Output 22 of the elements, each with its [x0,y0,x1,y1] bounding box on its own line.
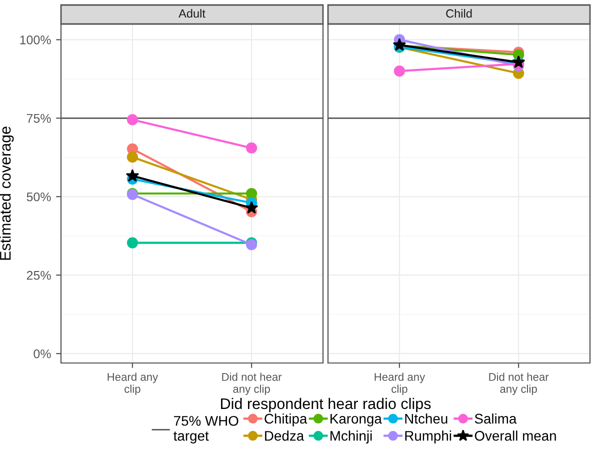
x-tick-label: Heard any clip [374,372,426,396]
y-tick-label: 0% [34,349,51,358]
legend-label: 75% WHO target [174,416,238,444]
y-tick-label: 75% [26,114,51,123]
y-tick-label: 25% [26,270,51,280]
legend-label: Chitipa [264,413,308,426]
legend-label: Mchinji [330,430,372,444]
chart-title: Adult [178,9,206,18]
legend-label: Ntcheu [405,413,448,424]
legend-label: Rumphi [405,430,452,444]
x-tick-label: Heard any clip [108,372,158,396]
x-axis-title: Did respondent hear radio clips [221,398,431,412]
legend-label: Salima [474,413,517,424]
legend-label: Dedza [265,430,304,441]
chart-title: Child [446,9,472,18]
x-tick-label: Did not hear any clip [222,372,282,396]
y-tick-label: 100% [20,35,51,44]
y-axis-title: Estimated coverage [0,126,14,260]
x-tick-label: Did not hear any clip [489,372,549,396]
y-tick-label: 50% [26,192,51,202]
legend-label: Overall mean [474,430,556,441]
legend-label: Karonga [330,414,382,426]
